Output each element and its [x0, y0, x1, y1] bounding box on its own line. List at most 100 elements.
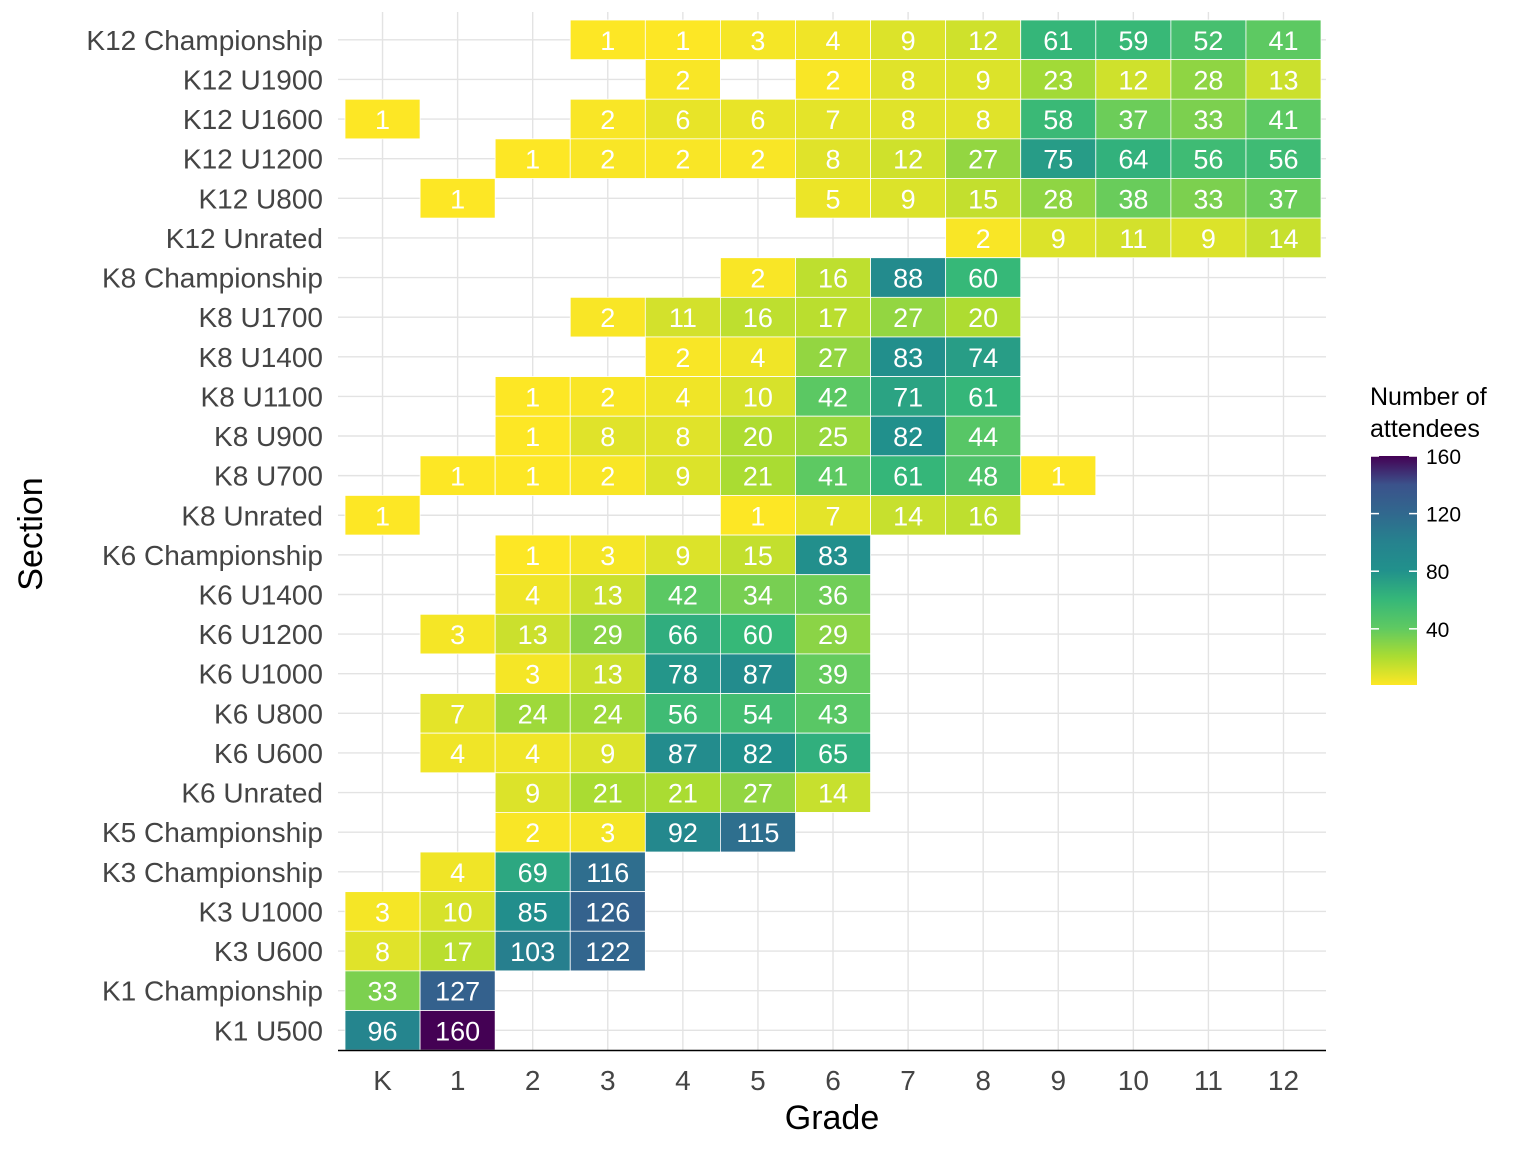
y-tick-label: K12 U800 — [198, 183, 323, 214]
cell-value-label: 1 — [525, 422, 540, 452]
cell-value-label: 6 — [750, 105, 765, 135]
heatmap-cell — [795, 772, 871, 813]
cell-value-label: 60 — [968, 264, 998, 294]
heatmap-cell — [870, 98, 947, 140]
cell-value-label: 56 — [1193, 145, 1223, 175]
heatmap-cell — [569, 732, 646, 774]
heatmap-cell — [870, 455, 947, 496]
y-tick-label: K6 U600 — [214, 738, 323, 769]
cell-value-label: 37 — [1268, 184, 1298, 214]
cell-value-label: 29 — [818, 620, 848, 650]
cell-value-label: 14 — [818, 779, 848, 809]
cell-value-label: 1 — [525, 462, 540, 492]
heatmap-cell — [795, 376, 871, 417]
cell-value-label: 13 — [593, 580, 623, 610]
y-tick-label: K3 Championship — [102, 857, 323, 888]
heatmap-cell — [569, 693, 646, 734]
cell-value-label: 74 — [968, 343, 998, 373]
heatmap-cell — [720, 772, 796, 813]
heatmap-cell — [419, 851, 496, 893]
cell-value-label: 8 — [901, 65, 916, 95]
x-tick-label: 7 — [900, 1065, 916, 1096]
heatmap-cell — [569, 534, 646, 576]
cell-value-label: 20 — [743, 422, 773, 452]
cell-value-label: 1 — [375, 501, 390, 531]
cell-value-label: 20 — [968, 303, 998, 333]
heatmap-cell — [644, 415, 721, 457]
cell-value-label: 21 — [743, 462, 773, 492]
heatmap-cell — [870, 336, 947, 377]
cell-value-label: 59 — [1118, 26, 1148, 56]
heatmap-cell — [1170, 19, 1247, 61]
cell-value-label: 10 — [443, 897, 473, 927]
x-tick-label: 2 — [525, 1065, 541, 1096]
cell-value-label: 28 — [1193, 65, 1223, 95]
heatmap-cell — [795, 336, 871, 377]
heatmap-cell — [720, 376, 796, 417]
legend-title-line-2: attendees — [1370, 415, 1480, 443]
cell-value-label: 21 — [593, 779, 623, 809]
y-tick-label: K8 U1100 — [201, 381, 323, 412]
cell-value-label: 27 — [818, 343, 848, 373]
heatmap-cell — [795, 19, 871, 61]
cell-value-label: 1 — [525, 541, 540, 571]
heatmap-cell — [870, 178, 947, 219]
cell-value-label: 9 — [675, 462, 690, 492]
heatmap-cell — [795, 534, 871, 576]
cell-value-label: 41 — [818, 462, 848, 492]
heatmap-cell — [569, 455, 646, 496]
cell-value-label: 2 — [750, 264, 765, 294]
legend-tick-label: 40 — [1426, 619, 1449, 642]
cell-value-label: 78 — [668, 660, 698, 690]
x-tick-label: 12 — [1268, 1065, 1299, 1096]
heatmap-cell — [494, 534, 571, 576]
heatmap-cell — [494, 930, 571, 972]
heatmap-cell — [494, 732, 571, 774]
heatmap-cell — [945, 257, 1022, 298]
y-tick-label: K6 U1200 — [198, 619, 323, 650]
tile-layer: 1 1 3 4 9 12 61 59 52 412 2 8 9 23 12 28 131 2 6 6 7 8 8 58 37 33… — [344, 19, 1322, 1051]
cell-value-label: 24 — [593, 699, 623, 729]
y-tick-label: K12 Unrated — [166, 223, 323, 254]
cell-value-label: 25 — [818, 422, 848, 452]
cell-value-label: 69 — [518, 858, 548, 888]
color-legend: Number of attendees 40 80 120 160 — [1370, 383, 1487, 685]
y-axis-title: Section — [12, 477, 50, 590]
heatmap-cell — [1245, 19, 1322, 61]
cell-value-label: 1 — [525, 145, 540, 175]
cell-value-label: 43 — [818, 699, 848, 729]
cell-value-label: 1 — [450, 462, 465, 492]
cell-value-label: 4 — [826, 26, 841, 56]
heatmap-cell — [795, 574, 871, 615]
cell-value-label: 4 — [450, 739, 465, 769]
heatmap-cell — [720, 732, 796, 774]
heatmap-cell — [1170, 138, 1247, 179]
heatmap-cell — [644, 812, 721, 853]
heatmap-cell — [870, 257, 947, 298]
heatmap-cell — [644, 59, 721, 100]
cell-value-label: 4 — [750, 343, 765, 373]
cell-value-label: 12 — [968, 26, 998, 56]
cell-value-label: 33 — [1193, 184, 1223, 214]
heatmap-cell — [569, 376, 646, 417]
heatmap-cell — [795, 455, 871, 496]
x-tick-label: 9 — [1050, 1065, 1066, 1096]
heatmap-cell — [720, 574, 796, 615]
heatmap-cell — [720, 415, 796, 457]
cell-value-label: 87 — [743, 660, 773, 690]
heatmap-cell — [945, 138, 1022, 179]
cell-value-label: 65 — [818, 739, 848, 769]
y-tick-label: K1 U500 — [214, 1015, 323, 1046]
heatmap-cell — [870, 19, 947, 61]
heatmap-cell — [569, 930, 646, 972]
heatmap-cell — [494, 613, 571, 655]
cell-value-label: 13 — [518, 620, 548, 650]
heatmap-cell — [644, 376, 721, 417]
cell-value-label: 11 — [1119, 224, 1147, 254]
y-tick-label: K5 Championship — [102, 817, 323, 848]
heatmap-cell — [720, 336, 796, 377]
heatmap-cell — [494, 455, 571, 496]
heatmap-cell — [795, 178, 871, 219]
cell-value-label: 1 — [750, 501, 765, 531]
cell-value-label: 10 — [743, 382, 773, 412]
